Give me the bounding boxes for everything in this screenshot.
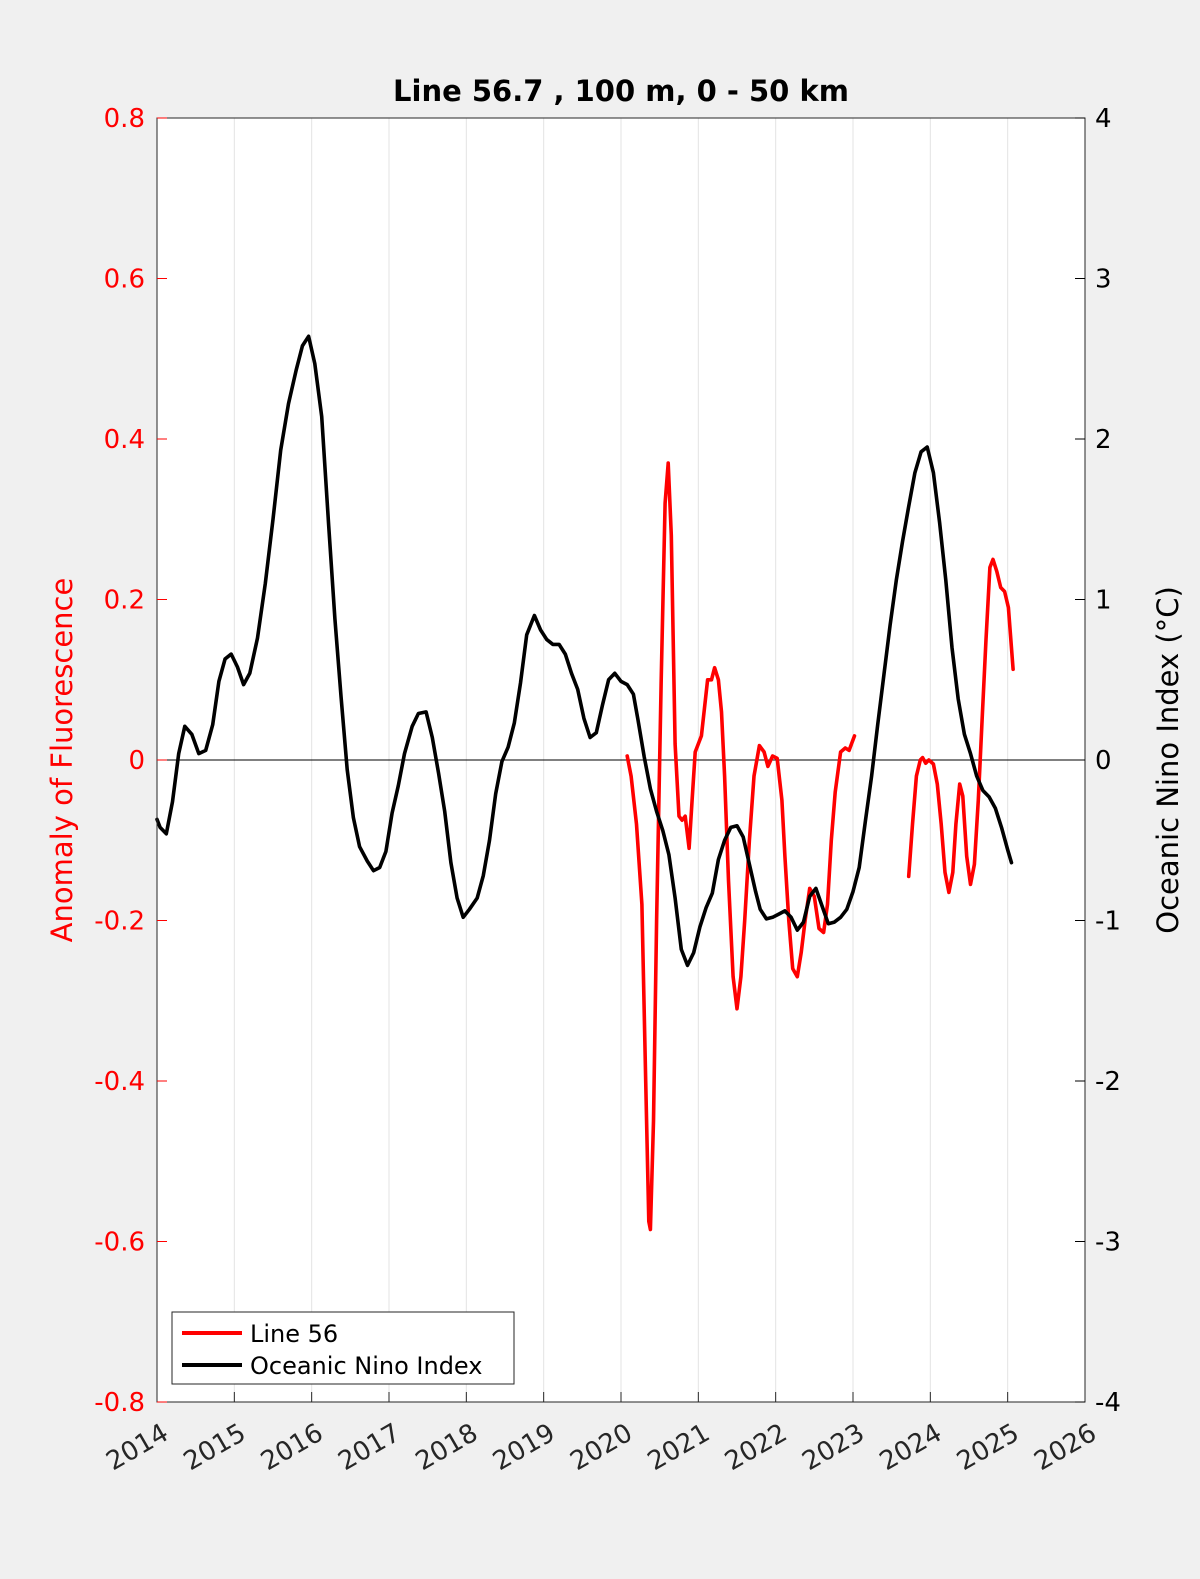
right-y-tick-label: -1 xyxy=(1095,907,1121,937)
x-tick-label: 2021 xyxy=(643,1418,715,1477)
series-line-line-56 xyxy=(906,557,1015,895)
left-y-tick-label: -0.4 xyxy=(94,1067,145,1097)
left-y-tick-label: 0 xyxy=(128,746,145,776)
right-y-tick-label: 4 xyxy=(1095,104,1112,134)
x-tick-label: 2014 xyxy=(101,1418,173,1477)
x-tick-label: 2017 xyxy=(333,1418,405,1477)
left-y-tick-label: -0.2 xyxy=(94,907,145,937)
legend-label-oni: Oceanic Nino Index xyxy=(250,1352,482,1380)
legend: Line 56 Oceanic Nino Index xyxy=(171,1311,515,1385)
x-tick-label: 2023 xyxy=(797,1418,869,1477)
x-tick-label: 2022 xyxy=(720,1418,792,1477)
x-tick-label: 2015 xyxy=(179,1418,251,1477)
right-y-tick-label: -2 xyxy=(1095,1067,1121,1097)
left-y-tick-label: 0.6 xyxy=(104,265,145,295)
left-y-tick-label: -0.6 xyxy=(94,1228,145,1258)
chart-title: Line 56.7 , 100 m, 0 - 50 km xyxy=(393,74,849,108)
x-tick-label: 2020 xyxy=(565,1418,637,1477)
right-y-tick-label: 1 xyxy=(1095,586,1112,616)
right-axis-label: Oceanic Nino Index (°C) xyxy=(1151,586,1185,934)
legend-label-line56: Line 56 xyxy=(250,1320,338,1348)
left-y-tick-label: 0.4 xyxy=(104,425,145,455)
left-axis-label: Anomaly of Fluorescence xyxy=(45,578,79,943)
x-tick-label: 2019 xyxy=(488,1418,560,1477)
x-tick-label: 2018 xyxy=(411,1418,483,1477)
right-y-tick-label: 0 xyxy=(1095,746,1112,776)
left-y-tick-label: 0.2 xyxy=(104,586,145,616)
right-y-tick-label: 2 xyxy=(1095,425,1112,455)
x-tick-label: 2026 xyxy=(1029,1418,1101,1477)
right-y-tick-label: -3 xyxy=(1095,1228,1121,1258)
series-lines xyxy=(155,334,1015,1232)
left-y-tick-label: -0.8 xyxy=(94,1388,145,1418)
x-tick-label: 2016 xyxy=(256,1418,328,1477)
right-y-tick-label: 3 xyxy=(1095,265,1112,295)
x-tick-label: 2024 xyxy=(875,1418,947,1477)
left-y-tick-label: 0.8 xyxy=(104,104,145,134)
series-line-oceanic-nino-index xyxy=(155,334,1014,968)
legend-box xyxy=(171,1311,515,1385)
x-tick-label: 2025 xyxy=(952,1418,1024,1477)
right-y-tick-label: -4 xyxy=(1095,1388,1121,1418)
